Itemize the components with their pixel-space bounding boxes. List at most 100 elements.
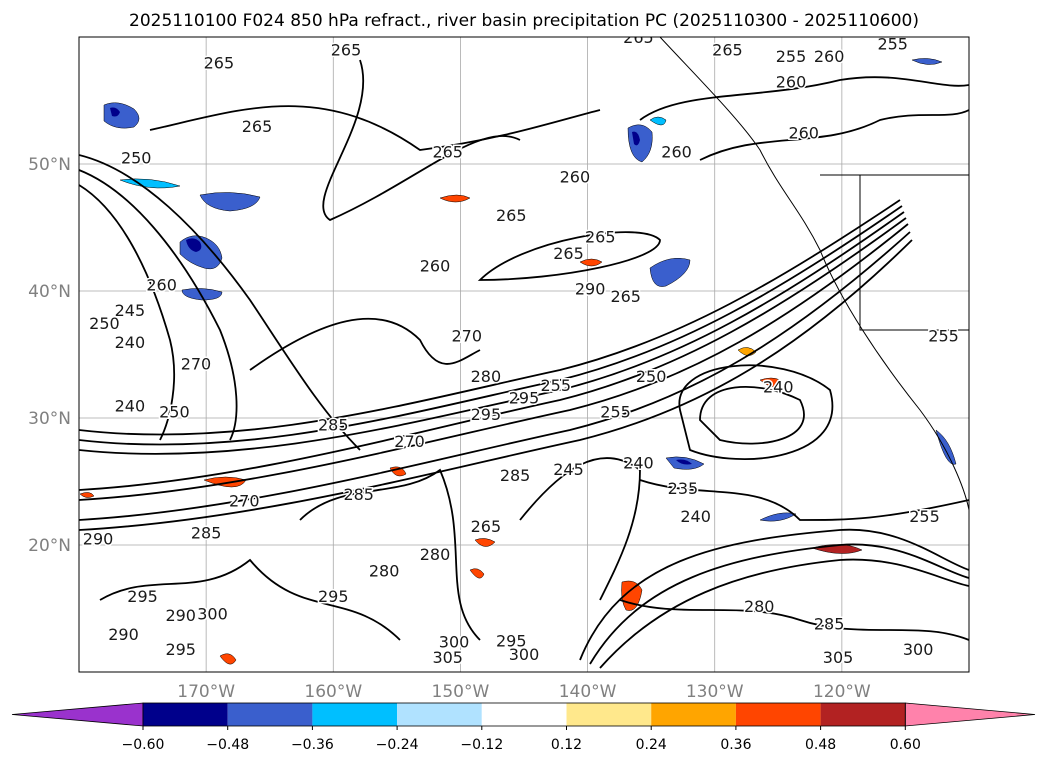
- contour-label: 260: [661, 142, 692, 161]
- coastlines: [659, 37, 969, 511]
- lon-label: 160°W: [304, 682, 362, 702]
- precip-blob: [649, 116, 667, 126]
- contour-label: 285: [191, 523, 222, 542]
- precip-blob: [474, 538, 496, 547]
- contour-label: 285: [343, 485, 374, 504]
- colorbar-tick-label: −0.36: [291, 737, 334, 753]
- contour-label: 265: [471, 517, 502, 536]
- contour-line: [579, 528, 969, 661]
- contour-label: 285: [500, 466, 531, 485]
- colorbar-segment: [566, 703, 652, 726]
- precip-blob: [219, 653, 237, 665]
- contour-label: 250: [636, 367, 667, 386]
- contour-label: 240: [115, 396, 146, 415]
- precip-blob: [676, 459, 692, 465]
- contour-line: [678, 364, 834, 460]
- contour-label: 260: [420, 257, 451, 276]
- contour-label: 260: [560, 168, 591, 187]
- contour-label: 280: [744, 597, 775, 616]
- lat-label: 20°N: [28, 536, 71, 556]
- refractivity-contours: [79, 59, 969, 669]
- contour-label: 305: [432, 648, 463, 667]
- contour-label: 265: [585, 227, 616, 246]
- contour-label: 290: [83, 530, 114, 549]
- precip-blob: [79, 492, 95, 498]
- map-field: 2652652652652652652652652602602602602602…: [79, 28, 969, 669]
- colorbar-tick-label: −0.60: [122, 737, 165, 753]
- contour-line: [299, 468, 481, 641]
- contour-label: 255: [776, 47, 807, 66]
- precip-blob: [199, 192, 261, 212]
- contour-line: [249, 317, 481, 371]
- contour-label: 250: [89, 314, 120, 333]
- contour-label: 245: [115, 301, 146, 320]
- contour-line: [79, 199, 901, 436]
- contour-label: 270: [181, 354, 212, 373]
- colorbar-tick-label: −0.12: [460, 737, 503, 753]
- contour-label: 305: [823, 648, 854, 667]
- contour-label: 260: [776, 72, 807, 91]
- contour-label: 280: [420, 545, 451, 564]
- colorbar-segment: [143, 703, 228, 726]
- colorbar-tick-label: −0.24: [376, 737, 419, 753]
- colorbar-tick-label: 0.24: [636, 737, 667, 753]
- precip-blob: [935, 429, 957, 465]
- lon-label: 140°W: [559, 682, 617, 702]
- contour-label: 255: [877, 34, 908, 53]
- lon-label: 170°W: [177, 682, 235, 702]
- contour-label: 290: [165, 606, 196, 625]
- contour-label: 265: [610, 287, 641, 306]
- colorbar-segment: [312, 703, 398, 726]
- precip-shading: [79, 58, 957, 665]
- contour-line: [79, 211, 905, 455]
- contour-label: 260: [788, 123, 819, 142]
- lon-label: 120°W: [813, 682, 871, 702]
- colorbar-tick-label: 0.48: [805, 737, 836, 753]
- precip-blob: [579, 258, 603, 267]
- contour-line: [589, 543, 969, 665]
- contour-label: 280: [369, 561, 400, 580]
- contour-label: 265: [553, 244, 584, 263]
- contour-line: [599, 558, 969, 669]
- contour-line: [79, 217, 907, 491]
- contour-label: 285: [814, 615, 845, 634]
- contour-line: [79, 184, 176, 441]
- contour-label: 295: [496, 631, 527, 650]
- contour-line: [619, 599, 969, 641]
- contour-label: 295: [127, 587, 158, 606]
- contour-label: 280: [471, 367, 502, 386]
- contour-label: 255: [600, 403, 631, 422]
- precip-blob: [632, 131, 640, 146]
- contour-line: [99, 558, 401, 641]
- contour-label: 265: [242, 117, 273, 136]
- precip-blob: [759, 377, 781, 388]
- contour-labels: 2652652652652652652652652602602602602602…: [81, 28, 960, 668]
- contour-line: [79, 205, 903, 446]
- contour-line: [477, 231, 661, 281]
- precip-blob: [439, 194, 471, 203]
- contour-label: 265: [623, 28, 654, 47]
- contour-label: 290: [108, 625, 139, 644]
- lat-label: 30°N: [28, 409, 71, 429]
- lat-label: 40°N: [28, 282, 71, 302]
- colorbar: −0.60 −0.48 −0.36 −0.24 −0.12 0.12 0.24 0.36 0.4…: [11, 702, 1036, 753]
- precip-blob: [469, 568, 485, 579]
- contour-label: 265: [432, 142, 463, 161]
- contour-line: [699, 109, 969, 161]
- contour-label: 260: [146, 276, 177, 295]
- colorbar-segment: [481, 703, 567, 726]
- contour-label: 255: [541, 376, 572, 395]
- contour-line: [639, 76, 969, 121]
- contour-label: 270: [452, 326, 483, 345]
- precip-blob: [649, 258, 691, 287]
- contour-label: 240: [680, 507, 711, 526]
- colorbar-extend-max: [904, 702, 1036, 727]
- precip-blob: [181, 288, 223, 301]
- contour-label: 260: [814, 47, 845, 66]
- colorbar-segment: [735, 703, 821, 726]
- precip-blob: [759, 512, 797, 522]
- contour-line: [79, 239, 913, 531]
- contour-label: 270: [394, 432, 425, 451]
- colorbar-tick-label: 0.60: [890, 737, 921, 753]
- contour-line: [79, 154, 361, 451]
